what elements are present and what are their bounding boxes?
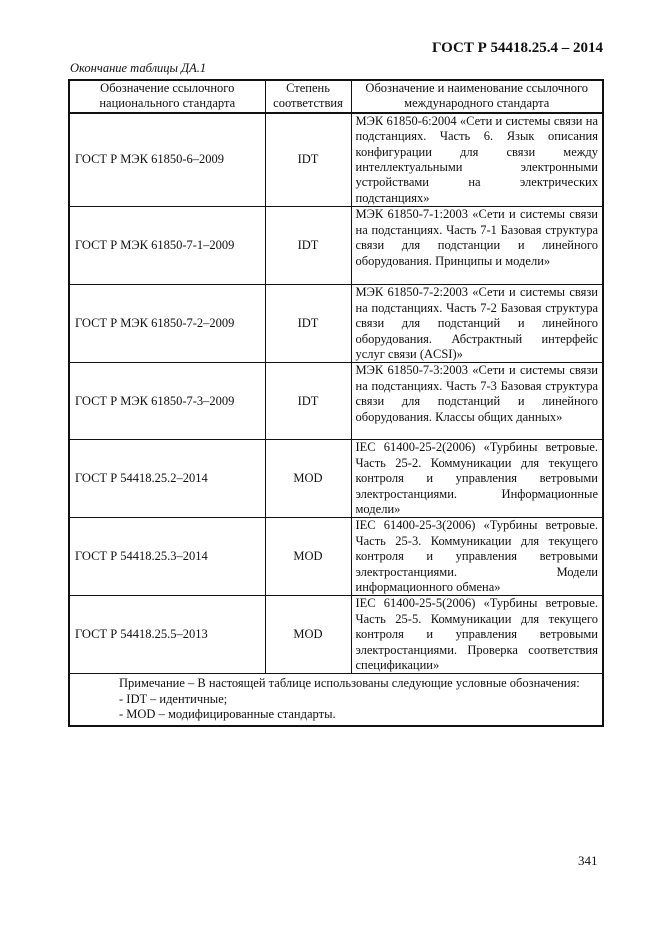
note-item: - IDT – идентичные; — [119, 691, 228, 706]
national-standard-cell: ГОСТ Р МЭК 61850-7-2–2009 — [68, 284, 266, 364]
national-standard-cell: ГОСТ Р 54418.25.3–2014 — [68, 517, 266, 597]
table-row: ГОСТ Р МЭК 61850-7-2–2009 IDT МЭК 61850-7-… — [68, 284, 604, 364]
column-header-national: Обозначение ссылочного национального ста… — [68, 79, 266, 114]
degree-cell: MOD — [264, 439, 352, 519]
page-number: 341 — [578, 853, 598, 868]
national-standard-cell: ГОСТ Р 54418.25.5–2013 — [68, 595, 266, 675]
table-note-row: Примечание – В настоящей таблице использ… — [68, 673, 604, 727]
national-standard-cell: ГОСТ Р МЭК 61850-7-3–2009 — [68, 362, 266, 441]
national-standard-cell: ГОСТ Р МЭК 61850-6–2009 — [68, 112, 266, 208]
reference-standards-table: Обозначение ссылочного национального ста… — [68, 79, 604, 727]
table-caption: Окончание таблицы ДА.1 — [70, 61, 207, 75]
degree-cell: IDT — [264, 362, 352, 441]
table-row: ГОСТ Р 54418.25.3–2014 MOD IEC 61400-25-3(… — [68, 517, 604, 597]
degree-cell: MOD — [264, 517, 352, 597]
table-header-row: Обозначение ссылочного национального ста… — [68, 79, 604, 114]
international-standard-cell: МЭК 61850-7-1:2003 «Сети и системы связи… — [350, 206, 604, 286]
table-row: ГОСТ Р МЭК 61850-7-1–2009 IDT МЭК 61850-7-… — [68, 206, 604, 286]
column-header-degree: Степень соответствия — [264, 79, 352, 114]
international-standard-cell: IEC 61400-25-5(2006) «Турбины ветровые. … — [350, 595, 604, 675]
degree-cell: IDT — [264, 112, 352, 208]
international-standard-cell: IEC 61400-25-2(2006) «Турбины ветровые. … — [350, 439, 604, 519]
table-row: ГОСТ Р МЭК 61850-7-3–2009 IDT МЭК 61850-7-… — [68, 362, 604, 441]
national-standard-cell: ГОСТ Р 54418.25.2–2014 — [68, 439, 266, 519]
international-standard-cell: IEC 61400-25-3(2006) «Турбины ветровые. … — [350, 517, 604, 597]
table-row: ГОСТ Р 54418.25.5–2013 MOD IEC 61400-25-5(… — [68, 595, 604, 675]
international-standard-cell: МЭК 61850-6:2004 «Сети и системы связи н… — [350, 112, 604, 208]
table-row: ГОСТ Р МЭК 61850-6–2009 IDT МЭК 61850-6:20… — [68, 112, 604, 208]
note-intro: Примечание – В настоящей таблице использ… — [119, 676, 580, 691]
national-standard-cell: ГОСТ Р МЭК 61850-7-1–2009 — [68, 206, 266, 286]
table-row: ГОСТ Р 54418.25.2–2014 MOD IEC 61400-25-2(… — [68, 439, 604, 519]
degree-cell: IDT — [264, 284, 352, 364]
column-header-international: Обозначение и наименование ссылочного ме… — [350, 79, 604, 114]
degree-cell: IDT — [264, 206, 352, 286]
degree-cell: MOD — [264, 595, 352, 675]
table-note: Примечание – В настоящей таблице использ… — [68, 673, 604, 727]
international-standard-cell: МЭК 61850-7-3:2003 «Сети и системы связи… — [350, 362, 604, 441]
document-number: ГОСТ Р 54418.25.4 – 2014 — [431, 40, 603, 56]
international-standard-cell: МЭК 61850-7-2:2003 «Сети и системы связи… — [350, 284, 604, 364]
note-item: - MOD – модифицированные стандарты. — [119, 707, 336, 722]
